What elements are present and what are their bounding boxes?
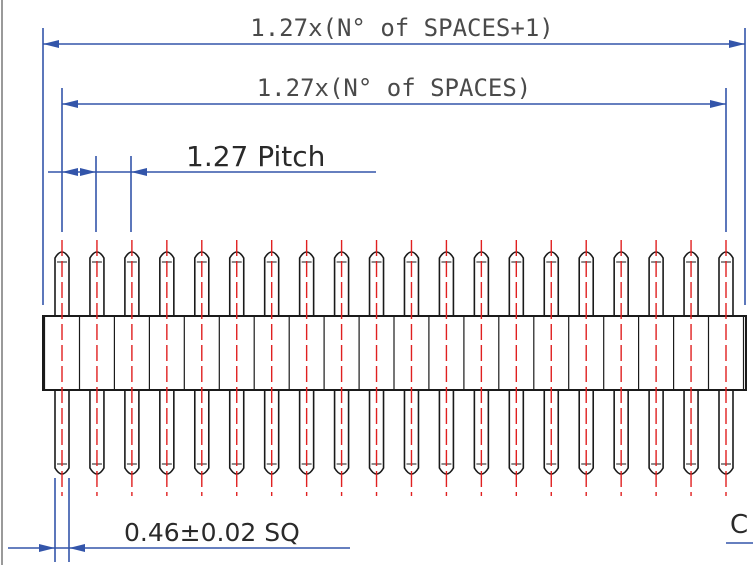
pins <box>54 240 734 496</box>
edge-label: C <box>730 510 748 540</box>
pin <box>368 240 385 496</box>
pin <box>124 240 140 496</box>
pin <box>683 240 699 496</box>
overall-length-label: 1.27x(N° of SPACES+1) <box>250 14 553 42</box>
arrowhead-left <box>69 544 85 552</box>
arrowhead-right <box>80 168 96 176</box>
body-dividers <box>43 316 745 390</box>
overall-length-dimension: 1.27x(N° of SPACES+1) <box>42 14 746 305</box>
span-length-dimension: 1.27x(N° of SPACES) <box>61 74 727 232</box>
arrowhead-right <box>729 40 745 48</box>
arrowhead-left <box>43 40 59 48</box>
pin <box>718 240 734 496</box>
pin <box>333 240 350 496</box>
arrowhead-right <box>710 100 726 108</box>
pin <box>54 240 70 496</box>
pin <box>578 240 595 496</box>
pin <box>298 240 315 496</box>
pin <box>193 240 210 496</box>
pin-size-dimension: 0.46±0.02 SQ <box>8 478 350 562</box>
span-length-label: 1.27x(N° of SPACES) <box>257 74 532 102</box>
arrowhead-left <box>62 168 78 176</box>
edge-label-group: C <box>726 510 753 544</box>
pin <box>228 240 245 496</box>
pin <box>263 240 280 496</box>
pin <box>648 240 664 496</box>
pin-size-label: 0.46±0.02 SQ <box>124 518 300 547</box>
pin <box>89 240 105 496</box>
pin <box>159 240 175 496</box>
pin <box>508 240 525 496</box>
pitch-dimension: 1.27 Pitch <box>48 140 376 232</box>
arrowhead-left <box>62 100 78 108</box>
pin <box>473 240 490 496</box>
pin <box>403 240 420 496</box>
pitch-label: 1.27 Pitch <box>186 140 325 173</box>
pin <box>543 240 560 496</box>
pin <box>438 240 455 496</box>
arrowhead-left <box>131 168 147 176</box>
pin <box>613 240 629 496</box>
arrowhead-right <box>39 544 55 552</box>
